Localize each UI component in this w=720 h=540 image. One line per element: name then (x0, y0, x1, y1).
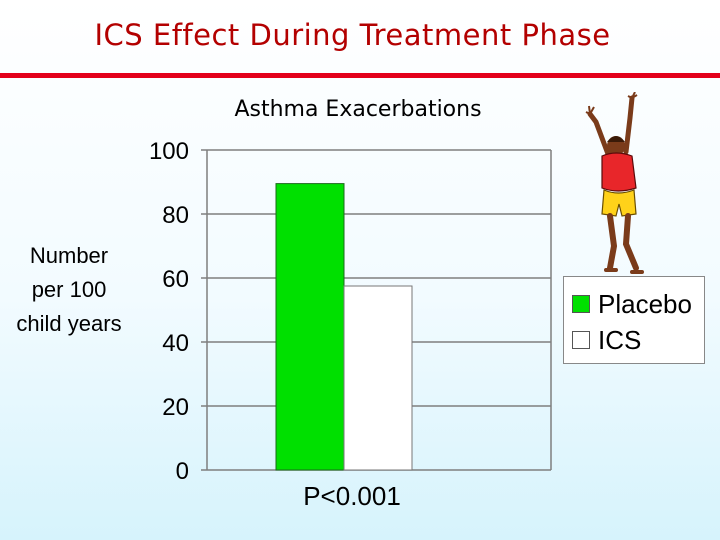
y-axis-label-line: Number (29, 243, 109, 268)
legend-swatch-placebo (572, 295, 590, 313)
y-tick-labels: 0 20 40 60 80 100 (149, 138, 189, 485)
slide-title: ICS Effect During Treatment Phase (94, 18, 611, 52)
p-value-annotation: P<0.001 (303, 481, 401, 511)
y-tick-label: 100 (149, 138, 189, 165)
legend-item-placebo: Placebo (572, 289, 692, 319)
y-tick-label: 60 (162, 266, 189, 293)
chart-title: Asthma Exacerbations (234, 97, 481, 122)
legend-item-ics: ICS (572, 325, 641, 355)
bar-ics (343, 285, 413, 471)
bars (275, 183, 413, 471)
y-tick-label: 80 (162, 202, 189, 229)
legend-label-placebo: Placebo (598, 288, 692, 319)
child-reaching-up-icon (585, 92, 644, 274)
y-tick-label: 0 (176, 458, 189, 485)
title-rule (0, 73, 720, 78)
y-tick-label: 20 (162, 394, 189, 421)
legend: Placebo ICS (563, 276, 705, 364)
y-axis-label-line: per 100 (31, 277, 107, 302)
y-axis-label: Number per 100 child years (4, 239, 134, 341)
bar-placebo (275, 183, 345, 471)
legend-label-ics: ICS (598, 324, 642, 355)
legend-swatch-ics (572, 331, 590, 349)
y-tick-label: 40 (162, 330, 189, 357)
y-axis-label-line: child years (16, 311, 122, 336)
